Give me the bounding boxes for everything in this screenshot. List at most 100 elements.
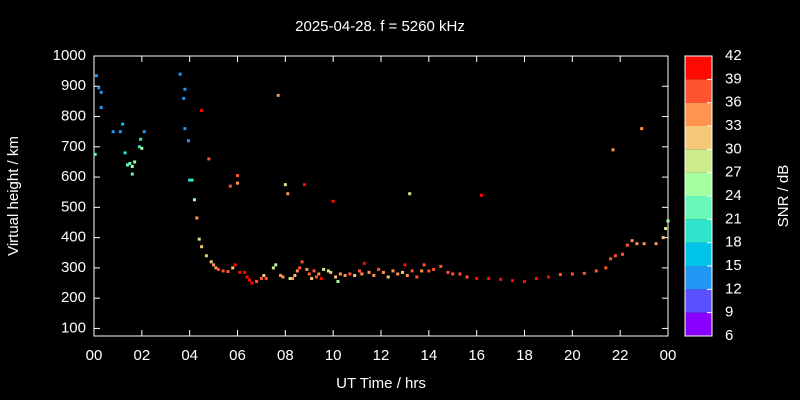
data-point [204,254,208,258]
data-point [216,267,220,271]
colorbar-band [685,126,712,150]
data-point [357,269,361,273]
data-point [523,280,526,284]
data-point [288,276,292,280]
colorbar-tick-label: 9 [725,304,733,321]
data-point [625,243,629,247]
data-point [192,198,196,202]
data-point [401,270,405,274]
colorbar-band [685,79,712,103]
data-point [666,219,670,223]
data-point [178,72,182,76]
data-point [295,269,299,273]
data-point [314,275,318,279]
data-point [279,273,283,277]
data-point [274,263,278,267]
colorbar-tick-label: 33 [725,117,742,134]
data-point [582,271,586,275]
y-tick-label: 900 [61,77,86,94]
data-point [360,272,364,276]
colorbar-band [685,172,712,196]
data-point [546,275,550,279]
colorbar-band [685,102,712,126]
data-point [200,245,204,249]
data-point [405,273,409,277]
data-point [511,279,515,283]
data-point [362,261,366,265]
data-point [186,139,190,143]
data-point [326,269,330,273]
data-point [221,269,225,273]
data-point [250,281,254,285]
colorbar-band [685,266,712,290]
data-point [427,269,431,273]
data-point [190,178,194,182]
y-tick-label: 600 [61,168,86,185]
data-point [432,267,436,271]
data-point [377,267,381,271]
x-tick-label: 00 [86,347,103,364]
data-point [97,86,101,90]
x-tick-label: 06 [229,347,246,364]
data-point [348,272,352,276]
data-point [188,178,192,182]
data-point [302,183,306,187]
y-tick-label: 700 [61,138,86,155]
data-point [664,227,668,231]
y-tick-label: 200 [61,289,86,306]
colorbar-tick-label: 30 [725,140,742,157]
data-point [142,130,146,134]
data-point [226,270,230,274]
colorbar-band [685,196,712,220]
data-point [338,272,342,276]
data-point [487,276,491,280]
data-point [259,276,263,280]
data-point [121,122,125,126]
colorbar-tick-label: 18 [725,234,742,251]
data-point [334,275,338,279]
data-point [231,266,235,270]
data-point [611,148,615,152]
data-point [214,266,218,270]
x-tick-label: 10 [325,347,342,364]
data-point [635,242,639,246]
data-point [281,275,285,279]
data-point [128,161,132,165]
data-point [415,275,419,279]
data-point [125,163,129,167]
chart-title: 2025-04-28. f = 5260 kHz [295,18,465,35]
x-tick-label: 12 [373,347,390,364]
data-point [372,273,376,277]
data-point [381,270,385,274]
data-point [570,272,574,276]
data-point [451,272,455,276]
data-point [111,130,115,134]
data-point [94,74,98,78]
data-point [312,269,316,273]
data-point [139,137,143,141]
data-point [99,105,103,109]
data-point [183,127,187,131]
data-point [396,272,400,276]
data-point [236,174,239,178]
data-point [209,260,213,264]
data-point [446,270,450,274]
y-tick-label: 400 [61,229,86,246]
data-point [255,280,259,284]
colorbar-tick-label: 24 [725,187,742,204]
data-point [130,172,134,176]
data-point [118,130,122,134]
data-point [245,275,249,279]
data-point [422,263,426,267]
y-tick-label: 800 [61,108,86,125]
data-point [93,152,97,156]
colorbar-band [685,312,712,336]
x-tick-label: 02 [133,347,150,364]
data-point [228,184,232,188]
data-point [183,87,187,91]
data-point [613,254,617,258]
data-point [642,242,646,246]
data-point [262,273,266,277]
